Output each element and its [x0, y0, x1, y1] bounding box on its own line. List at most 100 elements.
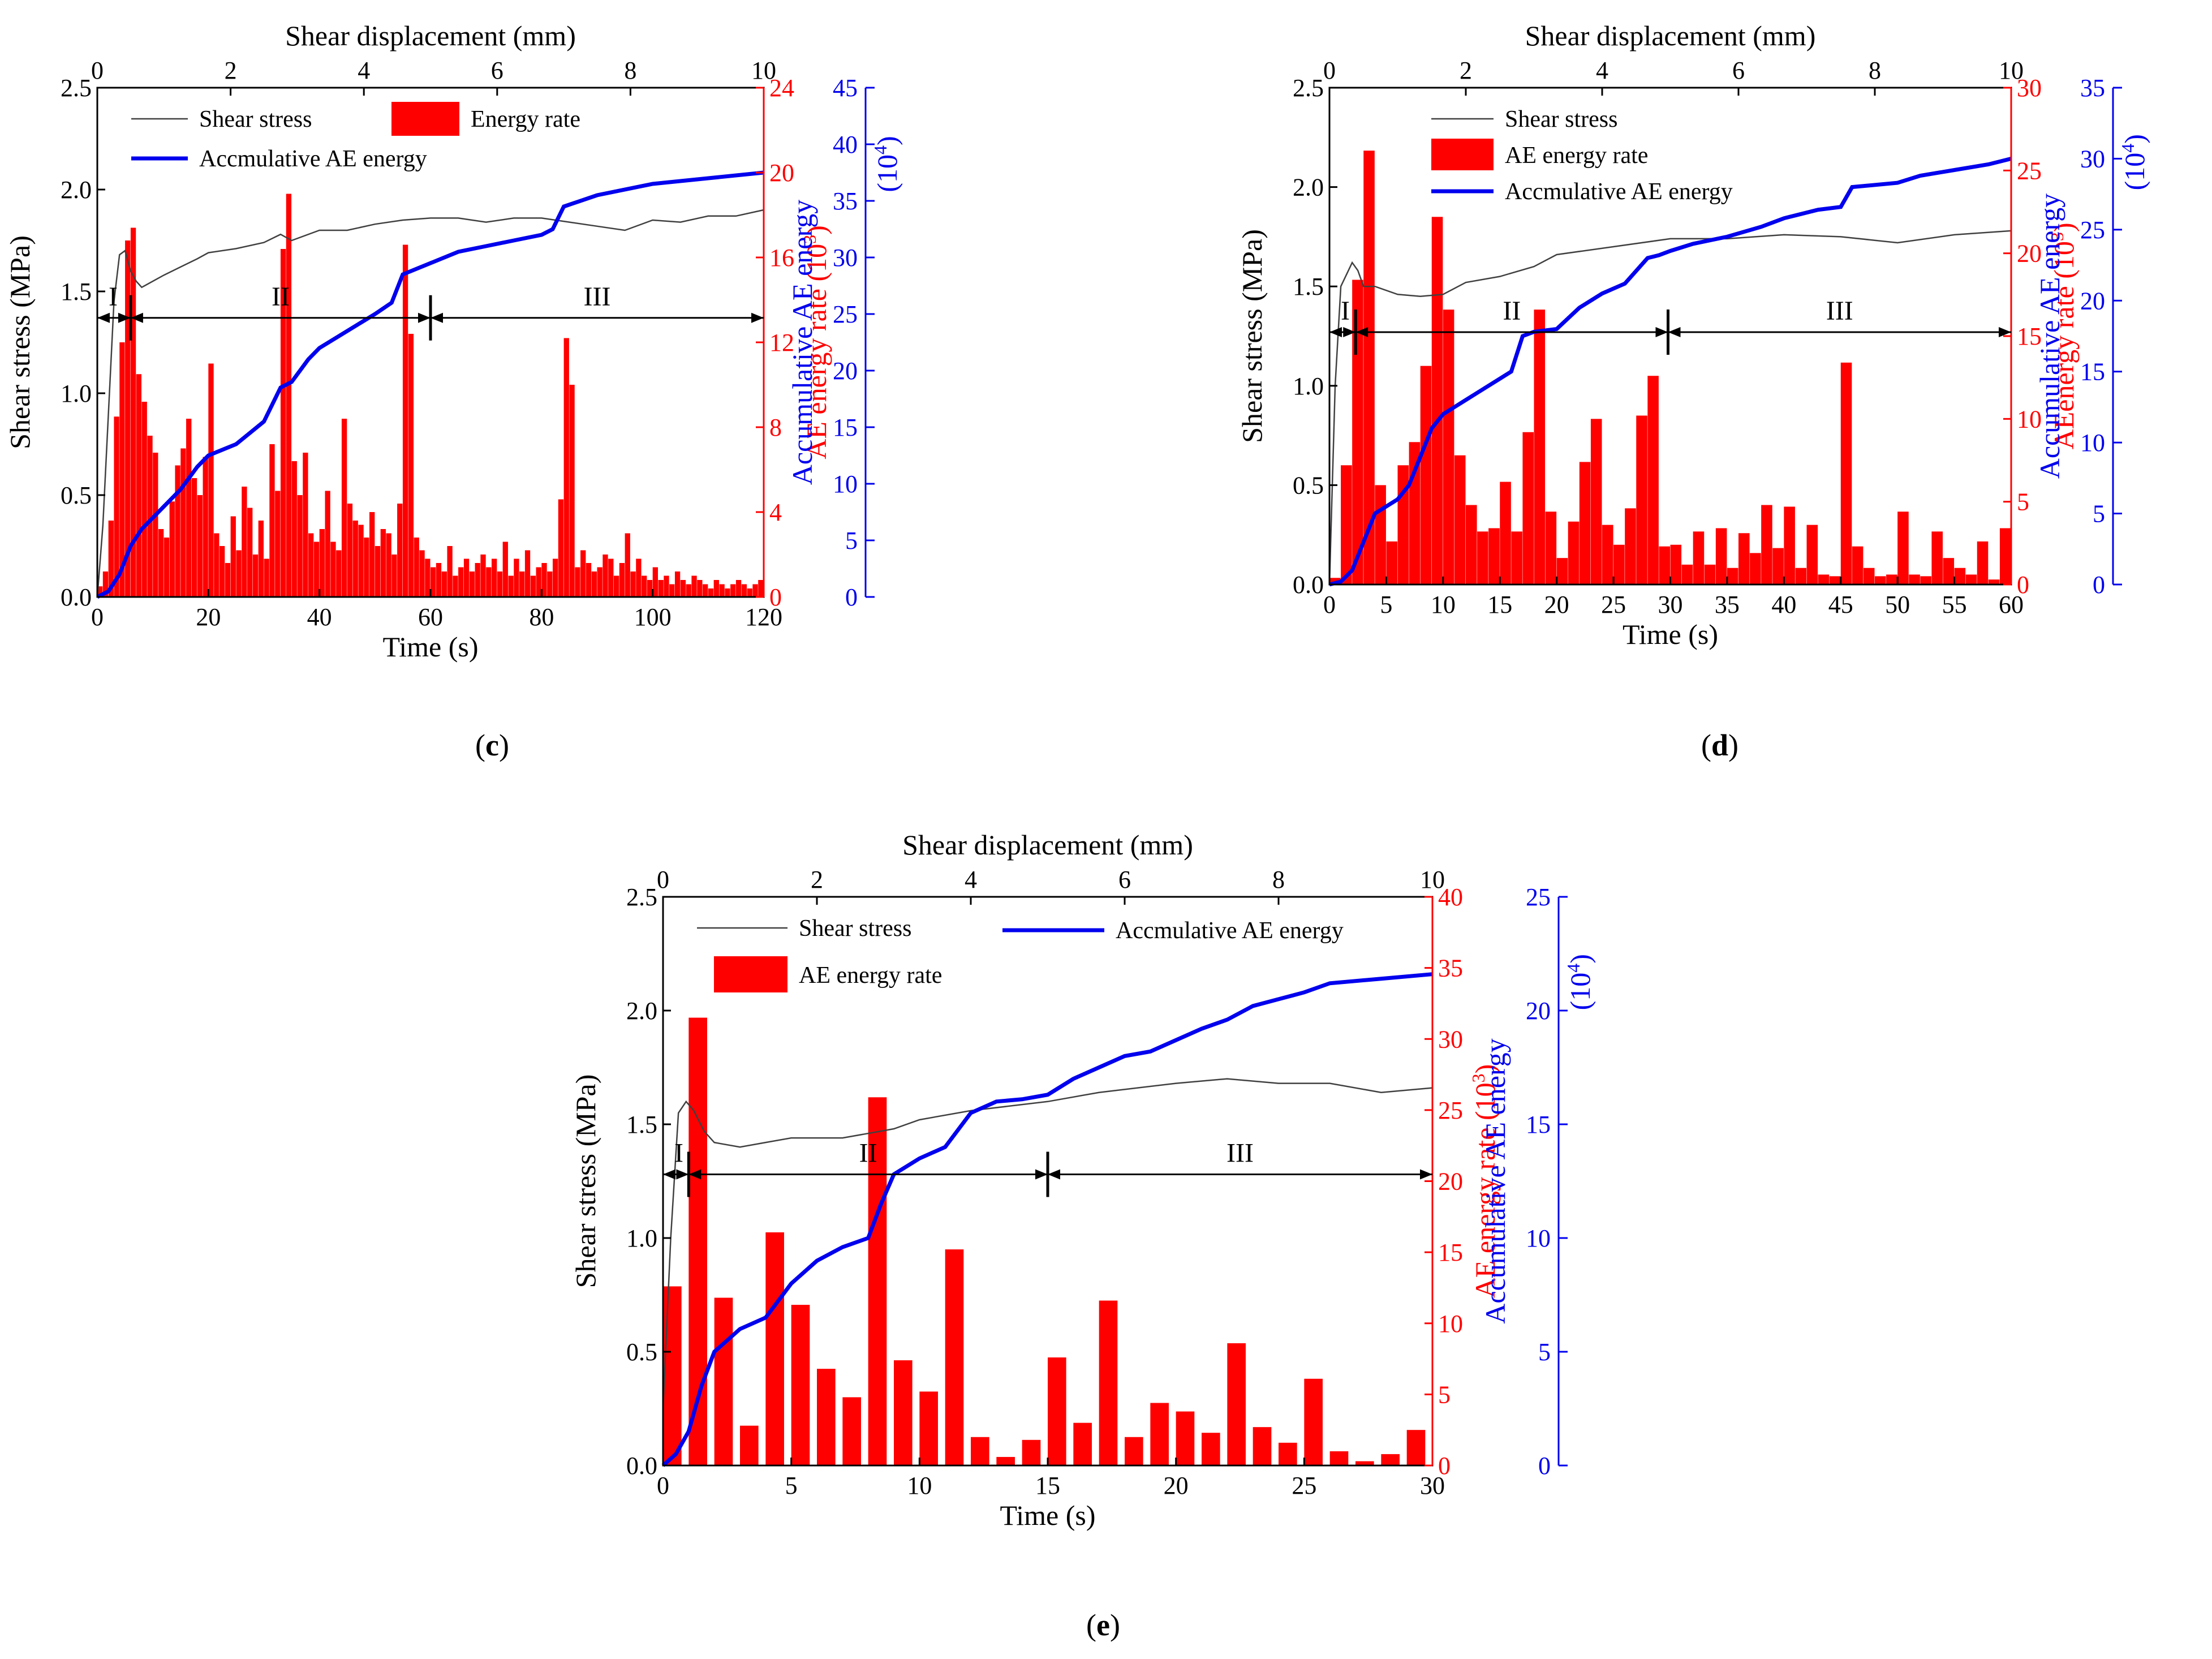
y3-tick-label: 5 [1538, 1338, 1551, 1366]
energy-rate-bar [625, 533, 630, 597]
zone-arrowhead-left [1668, 326, 1681, 337]
energy-rate-bar [497, 571, 503, 597]
x-tick-label: 40 [1771, 591, 1796, 618]
y2-tick-label: 24 [769, 74, 794, 102]
energy-rate-bar [1875, 576, 1886, 584]
energy-rate-bar [1073, 1422, 1092, 1465]
x-tick-label: 120 [745, 603, 782, 631]
energy-rate-bar [286, 194, 292, 597]
energy-rate-bar [1375, 485, 1386, 584]
energy-rate-bar [1022, 1439, 1041, 1465]
energy-rate-bar [1999, 528, 2011, 584]
energy-rate-bar [1647, 376, 1659, 584]
energy-rate-bar [303, 453, 308, 597]
energy-rate-bar [408, 334, 414, 597]
x-tick-label: 60 [418, 603, 443, 631]
energy-rate-bar [330, 541, 336, 597]
energy-rate-bar [558, 499, 564, 597]
energy-rate-bar [1454, 455, 1466, 584]
energy-rate-bar [1534, 310, 1546, 584]
energy-rate-bar [1511, 531, 1522, 584]
energy-rate-bar [817, 1369, 836, 1465]
y3-tick-label: 15 [2080, 358, 2105, 386]
energy-rate-bar [197, 495, 203, 597]
energy-rate-bar [674, 571, 681, 597]
y2-tick-label: 20 [2017, 240, 2042, 268]
y2-tick-label: 4 [769, 498, 782, 526]
x-tick-label: 15 [1035, 1472, 1060, 1499]
zone-label: I [109, 282, 118, 312]
zone-arrowhead-left [688, 1169, 702, 1180]
y-tick-label: 2.0 [1293, 174, 1324, 201]
y2-tick-label: 0 [769, 583, 782, 611]
y-tick-label: 1.5 [626, 1111, 657, 1138]
y3-tick-label: 20 [1526, 997, 1551, 1025]
x-tick-label: 20 [196, 603, 221, 631]
zone-arrowhead-left [1329, 326, 1342, 337]
energy-rate-bar [691, 575, 697, 597]
energy-rate-bar [1431, 217, 1443, 584]
x-axis-label: Time (s) [382, 631, 478, 663]
y-tick-label: 2.5 [61, 74, 92, 102]
energy-rate-bar [541, 563, 547, 597]
shear-stress-line [96, 209, 764, 598]
energy-rate-bar [130, 227, 136, 597]
energy-rate-bar [730, 584, 736, 597]
energy-rate-bar [114, 416, 119, 597]
energy-rate-bar [1355, 1461, 1374, 1465]
legend-cum-text: Accmulative AE energy [1505, 179, 1733, 205]
energy-rate-bar [1761, 505, 1772, 584]
y2-axis-label: AEenergy rate (103) [2047, 222, 2080, 449]
energy-rate-bar [380, 529, 386, 597]
accumulative-energy-line [96, 170, 764, 599]
energy-rate-bar [1279, 1442, 1297, 1465]
energy-rate-bar [180, 448, 186, 597]
y2-tick-label: 40 [1438, 883, 1463, 911]
energy-rate-bar [191, 478, 197, 597]
y-tick-label: 1.5 [1293, 273, 1324, 300]
y3-axis-label: Accumulative AE energy [1479, 1038, 1511, 1323]
energy-rate-bar [1329, 1451, 1349, 1465]
y2-tick-label: 30 [2017, 74, 2042, 102]
energy-rate-bar [397, 504, 403, 597]
energy-rate-bar [125, 240, 131, 597]
energy-rate-bar [313, 541, 320, 597]
y-tick-label: 0.5 [1293, 471, 1324, 499]
y3-tick-label: 10 [1526, 1224, 1551, 1252]
energy-rate-bar [375, 546, 381, 597]
energy-rate-bar [1863, 568, 1875, 584]
energy-rate-bar [680, 580, 686, 597]
energy-rate-bar [391, 555, 397, 597]
energy-rate-bar [436, 563, 442, 597]
y3-tick-label: 15 [1526, 1111, 1551, 1138]
energy-rate-bar [358, 525, 364, 597]
legend-rate-text: AE energy rate [799, 962, 942, 988]
energy-rate-bar [1500, 482, 1511, 584]
energy-rate-bar [163, 538, 170, 597]
x2-tick-label: 0 [1323, 57, 1336, 84]
energy-rate-bar [491, 558, 497, 597]
energy-rate-bar [708, 588, 714, 597]
zone-arrowhead-right [1999, 326, 2011, 337]
energy-rate-bar [208, 363, 214, 597]
energy-rate-bar [108, 521, 114, 597]
energy-rate-bar [1772, 548, 1784, 584]
energy-rate-bar [463, 558, 470, 597]
x-tick-label: 30 [1420, 1472, 1445, 1499]
energy-rate-bar [1048, 1357, 1066, 1465]
energy-rate-bar [1099, 1300, 1118, 1465]
y3-tick-label: 30 [2080, 145, 2105, 173]
energy-rate-bar [214, 533, 220, 597]
y3-tick-label: 40 [833, 131, 858, 158]
energy-rate-bar [336, 550, 342, 597]
y3-tick-label: 15 [833, 414, 858, 441]
y2-tick-label: 25 [2017, 157, 2042, 184]
energy-rate-bar [1477, 531, 1488, 584]
y2-tick-label: 25 [1438, 1097, 1463, 1124]
y3-tick-label: 25 [2080, 216, 2105, 244]
y3-tick-label: 10 [2080, 429, 2105, 457]
energy-rate-bar [341, 419, 347, 597]
y2-tick-label: 20 [769, 159, 794, 187]
x-tick-label: 0 [657, 1472, 669, 1499]
